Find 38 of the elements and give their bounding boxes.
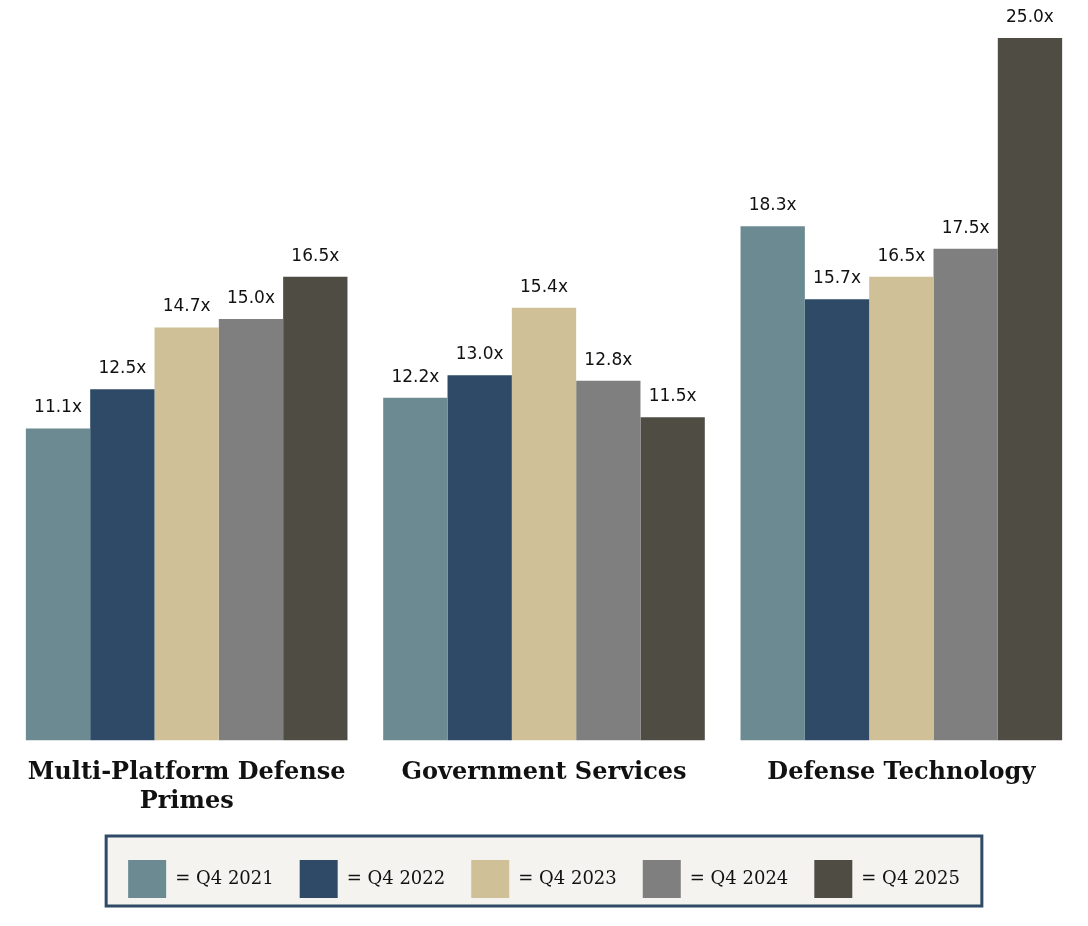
bar xyxy=(576,380,641,741)
bar xyxy=(640,417,705,741)
data-label: 12.5x xyxy=(98,357,147,378)
data-label: 12.2x xyxy=(391,365,440,386)
bar xyxy=(218,318,284,741)
bar xyxy=(804,299,870,741)
x-tick-label: Government Services xyxy=(401,756,687,786)
bar xyxy=(90,389,155,741)
bar xyxy=(154,327,219,741)
bar xyxy=(997,38,1063,741)
x-tick-label: Multi-Platform Defense Primes xyxy=(27,756,346,814)
bar xyxy=(447,375,512,741)
bar xyxy=(869,276,934,741)
x-tick-label: Defense Technology xyxy=(767,756,1037,786)
data-label: 15.4x xyxy=(520,275,568,296)
data-label: 11.5x xyxy=(648,385,697,406)
legend-label: = Q4 2022 xyxy=(346,866,446,888)
data-label: 18.3x xyxy=(748,194,797,215)
legend-label: = Q4 2025 xyxy=(861,866,960,888)
data-label: 12.8x xyxy=(584,348,633,369)
legend-label: = Q4 2024 xyxy=(689,866,789,888)
data-label: 13.0x xyxy=(455,343,504,364)
bar xyxy=(511,307,577,741)
legend-label: = Q4 2023 xyxy=(518,866,617,888)
data-label: 25.0x xyxy=(1006,5,1054,26)
bar xyxy=(383,397,448,741)
data-label: 11.1x xyxy=(34,396,82,417)
bar xyxy=(283,276,348,741)
data-label: 16.5x xyxy=(291,244,340,265)
data-label: 15.7x xyxy=(813,267,861,288)
data-label: 16.5x xyxy=(877,244,926,265)
data-label: 15.0x xyxy=(227,286,275,307)
data-label: 14.7x xyxy=(162,295,211,316)
bar xyxy=(933,248,998,741)
bar xyxy=(740,226,805,741)
data-label: 17.5x xyxy=(941,216,990,237)
bar xyxy=(25,428,91,741)
legend-label: = Q4 2021 xyxy=(175,866,274,888)
